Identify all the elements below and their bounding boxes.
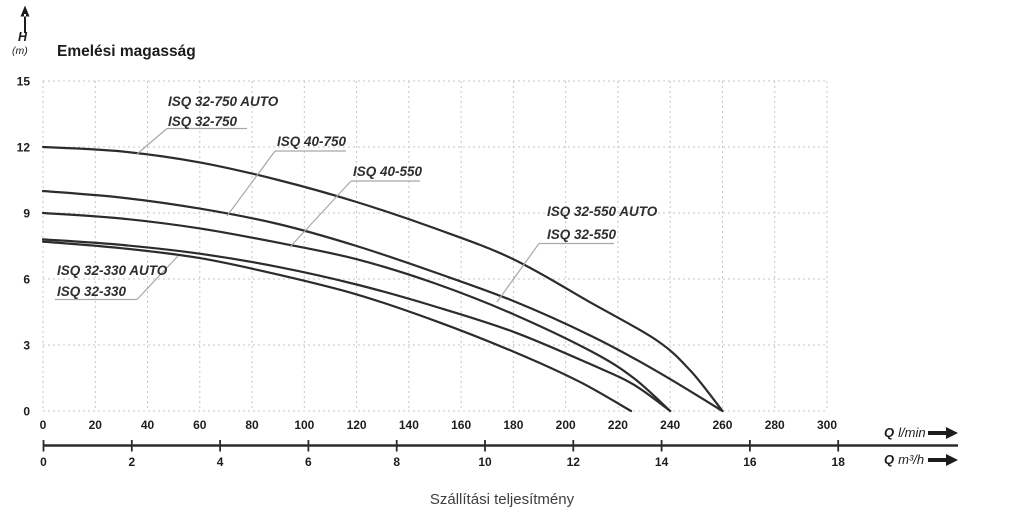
curve-labels: ISQ 32-750 AUTO ISQ 32-750 ISQ 40-750 ISQ 4… bbox=[57, 94, 658, 299]
x-axis-m3h: 0 2 4 6 8 10 12 14 16 18 bbox=[40, 440, 958, 469]
x-axis-title: Szállítási teljesítmény bbox=[430, 491, 575, 508]
m3h-tick-label: 8 bbox=[393, 455, 400, 469]
right-arrow-icon bbox=[928, 427, 958, 439]
curve-label-isq-32-330: ISQ 32-330 AUTO bbox=[57, 263, 168, 278]
y-tick-label: 15 bbox=[17, 75, 31, 89]
leader-line bbox=[226, 150, 276, 217]
label-leader-lines bbox=[55, 127, 614, 303]
curve-isq-40-750 bbox=[41, 189, 724, 413]
gridlines bbox=[42, 80, 828, 412]
leader-line bbox=[289, 180, 352, 248]
lmin-tick-label: 200 bbox=[556, 418, 576, 432]
lmin-tick-label: 60 bbox=[193, 418, 207, 432]
m3h-tick-label: 6 bbox=[305, 455, 312, 469]
curve-label-isq-32-330: ISQ 32-330 bbox=[57, 284, 127, 299]
lmin-tick-label: 160 bbox=[451, 418, 471, 432]
lmin-tick-label: 80 bbox=[245, 418, 259, 432]
m3h-tick-label: 18 bbox=[832, 455, 846, 469]
lmin-tick-label: 120 bbox=[347, 418, 367, 432]
curve-isq-40-550 bbox=[41, 211, 672, 413]
y-tick-label: 3 bbox=[23, 339, 30, 353]
lmin-tick-label: 240 bbox=[660, 418, 680, 432]
lmin-tick-label: 300 bbox=[817, 418, 837, 432]
curve-isq-32-330 bbox=[41, 240, 633, 413]
lmin-tick-label: 0 bbox=[40, 418, 47, 432]
m3h-tick-label: 2 bbox=[128, 455, 135, 469]
curve-label-isq-40-750: ISQ 40-750 bbox=[277, 134, 347, 149]
m3h-tick-label: 12 bbox=[567, 455, 581, 469]
lmin-tick-label: 40 bbox=[141, 418, 155, 432]
y-tick-label: 12 bbox=[17, 141, 31, 155]
m3h-tick-label: 16 bbox=[743, 455, 757, 469]
curve-isq-32-550 bbox=[41, 238, 672, 413]
y-tick-label: 9 bbox=[23, 207, 30, 221]
y-tick-label: 0 bbox=[23, 405, 30, 419]
y-axis-unit: (m) bbox=[12, 45, 28, 57]
chart-title: Emelési magasság bbox=[57, 43, 196, 60]
curve-label-isq-32-550: ISQ 32-550 bbox=[547, 227, 617, 242]
lmin-tick-label: 280 bbox=[765, 418, 785, 432]
curve-label-isq-32-750: ISQ 32-750 bbox=[168, 114, 238, 129]
m3h-tick-label: 14 bbox=[655, 455, 669, 469]
leader-line bbox=[136, 255, 179, 300]
lmin-tick-label: 180 bbox=[503, 418, 523, 432]
lmin-tick-label: 20 bbox=[89, 418, 103, 432]
curve-label-isq-32-750: ISQ 32-750 AUTO bbox=[168, 94, 279, 109]
m3h-tick-label: 0 bbox=[40, 455, 47, 469]
m3h-tick-label: 4 bbox=[217, 455, 224, 469]
up-arrow-icon bbox=[20, 5, 30, 33]
m3h-tick-label: 10 bbox=[478, 455, 492, 469]
x-axis-lmin-tick-labels: 0 20 40 60 80 100 120 140 160 180 200 220 240 260 280 3… bbox=[40, 418, 838, 432]
lmin-tick-label: 260 bbox=[712, 418, 732, 432]
curve-label-isq-40-550: ISQ 40-550 bbox=[353, 164, 423, 179]
right-arrow-icon bbox=[928, 454, 958, 466]
y-tick-label: 6 bbox=[23, 273, 30, 287]
y-axis-tick-labels: 0 3 6 9 12 15 bbox=[17, 75, 31, 419]
lmin-tick-label: 100 bbox=[294, 418, 314, 432]
y-axis-symbol: H bbox=[18, 30, 28, 44]
pump-curves bbox=[41, 145, 724, 413]
leader-line bbox=[496, 243, 540, 303]
curve-isq-32-750 bbox=[41, 145, 724, 413]
lmin-tick-label: 140 bbox=[399, 418, 419, 432]
curve-label-isq-32-550: ISQ 32-550 AUTO bbox=[547, 204, 658, 219]
leader-line bbox=[136, 128, 168, 155]
lmin-tick-label: 220 bbox=[608, 418, 628, 432]
